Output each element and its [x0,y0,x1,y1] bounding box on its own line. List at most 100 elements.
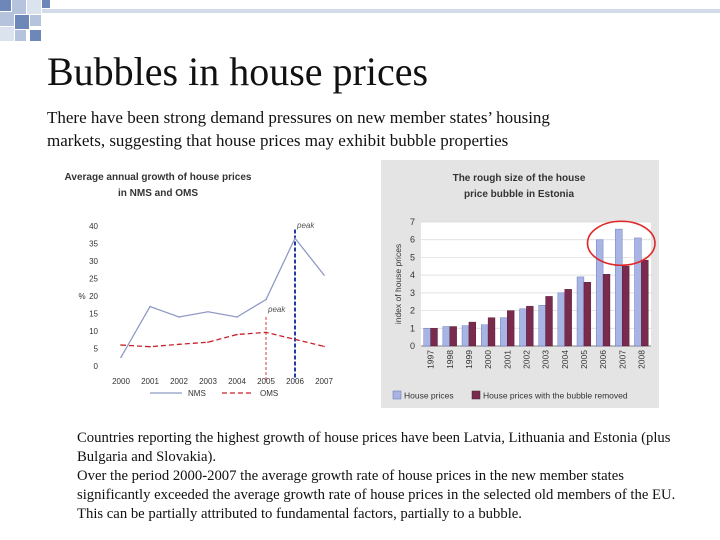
deco-square [15,15,29,29]
body-paragraph: Over the period 2000-2007 the average gr… [77,468,676,522]
chart-title: in NMS and OMS [118,188,198,199]
data-point [178,316,180,318]
bar-house-prices [442,326,450,347]
peak-annotation: peak [267,305,286,314]
data-point [120,356,122,359]
y-tick-label: 40 [89,222,98,231]
chart-title: Average annual growth of house prices [65,172,252,183]
bar-house-prices [557,292,565,347]
x-tick-label: 2002 [521,350,531,369]
bar-house-prices [615,228,623,347]
y-tick-label: 25 [89,275,98,284]
y-tick-label: 20 [89,292,98,301]
bar-bubble-removed [622,266,630,347]
bar-chart: The rough size of the house price bubble… [381,160,659,408]
deco-square [0,27,14,41]
y-tick-label: 6 [410,235,415,245]
y-tick-label: 0 [410,341,415,351]
x-tick-label: 2004 [228,377,246,386]
x-tick-label: 2006 [598,350,608,369]
x-tick-label: 2005 [257,377,275,386]
legend-swatch-removed [471,390,481,400]
x-tick-label: 2003 [199,377,217,386]
data-point [236,333,238,336]
data-point [207,341,209,343]
bar-bubble-removed [545,296,553,347]
bar-bubble-removed [449,326,457,347]
bar-house-prices [595,239,604,347]
plot-area [421,222,651,346]
y-tick-label: 30 [89,257,98,266]
bar-bubble-removed [526,305,534,347]
bar-bubble-removed [641,259,649,347]
x-tick-label: 2000 [483,350,493,369]
x-tick-label: 2005 [579,350,589,369]
bubble-highlight-ellipse [586,220,656,267]
y-tick-label: 2 [410,306,415,316]
bar-bubble-removed [507,310,515,347]
x-tick-label: 1997 [426,350,436,369]
data-point [294,237,296,240]
y-tick-label: 3 [410,288,415,298]
y-tick-label: 4 [410,270,415,280]
y-axis-label: % [78,292,85,301]
data-point [323,274,325,276]
data-point [207,310,209,313]
deco-square [30,30,41,41]
line-chart-background [64,158,344,408]
x-tick-label: 2003 [541,350,551,369]
x-tick-label: 2008 [636,350,646,369]
bar-house-prices [576,276,585,347]
y-axis-label: index of house prices [393,244,403,324]
body-paragraph: Countries reporting the highest growth o… [77,430,671,465]
peak-annotation: peak [296,221,315,230]
bar-bubble-removed [583,282,592,347]
bar-house-prices [634,237,642,347]
y-tick-label: 7 [410,217,415,227]
bar-bubble-removed [602,274,611,347]
series-line-nms [120,237,325,358]
y-tick-label: 10 [89,327,98,336]
legend-label: NMS [188,389,206,398]
y-tick-label: 1 [410,323,415,333]
legend-label: House prices with the bubble removed [483,391,628,401]
x-tick-label: 2001 [141,377,159,386]
chart-title: price bubble in Estonia [464,189,574,200]
x-tick-label: 2004 [560,350,570,369]
x-tick-label: 2001 [502,350,512,369]
bar-bubble-removed [487,317,496,347]
x-tick-label: 2006 [286,377,304,386]
y-tick-label: 5 [410,252,415,262]
legend-label: House prices [404,391,454,401]
y-tick-label: 5 [94,345,99,354]
legend-swatch-house [392,390,402,400]
bar-bubble-removed [430,328,438,347]
data-point [323,345,325,348]
deco-square [42,0,50,8]
y-tick-label: 15 [89,310,98,319]
deco-square [30,15,41,26]
chart-title: The rough size of the house [453,173,586,184]
bar-house-prices [500,317,508,347]
bar-bubble-removed [468,321,477,347]
data-point [265,298,267,301]
x-tick-label: 1998 [445,350,455,369]
x-tick-label: 2007 [617,350,627,369]
data-point [149,345,151,348]
deco-square [15,30,26,41]
bar-house-prices [480,324,489,347]
bar-house-prices [423,328,431,347]
data-point [294,338,296,341]
deco-square [0,0,11,11]
x-tick-label: 2000 [112,377,130,386]
x-tick-label: 1999 [464,350,474,369]
data-point [178,343,180,346]
series-line-oms [120,331,325,348]
x-tick-label: 2007 [315,377,333,386]
bar-house-prices [519,308,527,347]
data-point [149,305,151,308]
data-point [120,344,122,346]
deco-square [27,0,41,14]
legend-label: OMS [260,389,278,398]
body-text: Countries reporting the highest growth o… [77,429,697,524]
